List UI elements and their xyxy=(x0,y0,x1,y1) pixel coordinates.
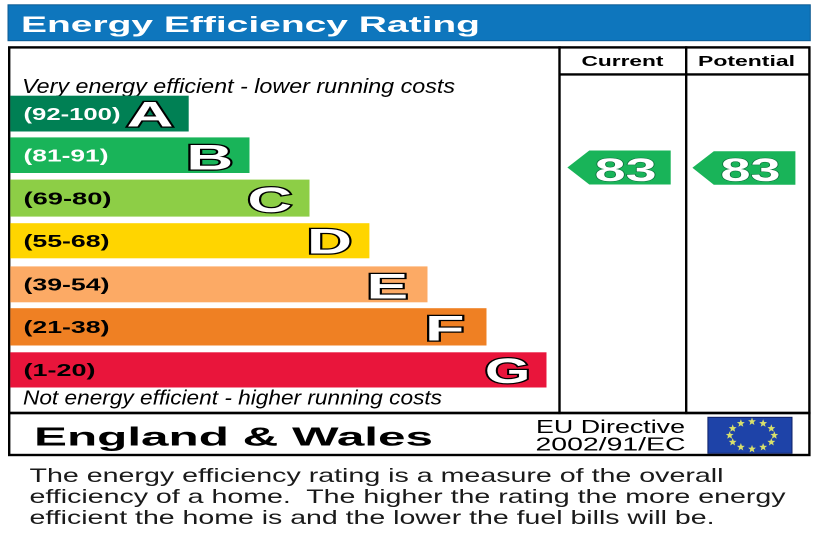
svg-text:(92-100): (92-100) xyxy=(24,104,121,124)
svg-text:E: E xyxy=(367,267,409,306)
svg-text:83: 83 xyxy=(721,152,781,188)
svg-text:(21-38): (21-38) xyxy=(24,317,110,337)
svg-text:England & Wales: England & Wales xyxy=(34,422,433,452)
svg-text:(69-80): (69-80) xyxy=(24,188,112,208)
svg-text:(1-20): (1-20) xyxy=(24,360,96,380)
svg-text:EU Directive: EU Directive xyxy=(536,417,685,437)
svg-text:Very energy efficient - lower: Very energy efficient - lower running co… xyxy=(22,76,455,98)
svg-text:F: F xyxy=(425,310,465,349)
svg-text:(81-91): (81-91) xyxy=(24,145,109,165)
svg-text:83: 83 xyxy=(595,152,657,188)
svg-text:efficient the home is and the: efficient the home is and the lower the … xyxy=(30,507,715,529)
svg-text:B: B xyxy=(186,139,233,178)
svg-text:Not energy efficient - higher: Not energy efficient - higher running co… xyxy=(23,388,442,410)
svg-text:efficiency of a home. The hig: efficiency of a home. The higher the rat… xyxy=(30,486,786,508)
svg-text:2002/91/EC: 2002/91/EC xyxy=(536,434,686,454)
svg-text:(55-68): (55-68) xyxy=(24,231,110,251)
svg-text:Current: Current xyxy=(582,54,664,70)
svg-text:C: C xyxy=(248,181,293,220)
svg-text:Potential: Potential xyxy=(698,54,795,70)
svg-text:G: G xyxy=(485,352,531,391)
svg-text:A: A xyxy=(127,96,174,135)
svg-text:(39-54): (39-54) xyxy=(24,275,110,295)
svg-text:Energy Efficiency Rating: Energy Efficiency Rating xyxy=(21,12,480,37)
svg-text:The energy efficiency rating i: The energy efficiency rating is a measur… xyxy=(30,465,724,487)
svg-text:D: D xyxy=(307,223,352,262)
